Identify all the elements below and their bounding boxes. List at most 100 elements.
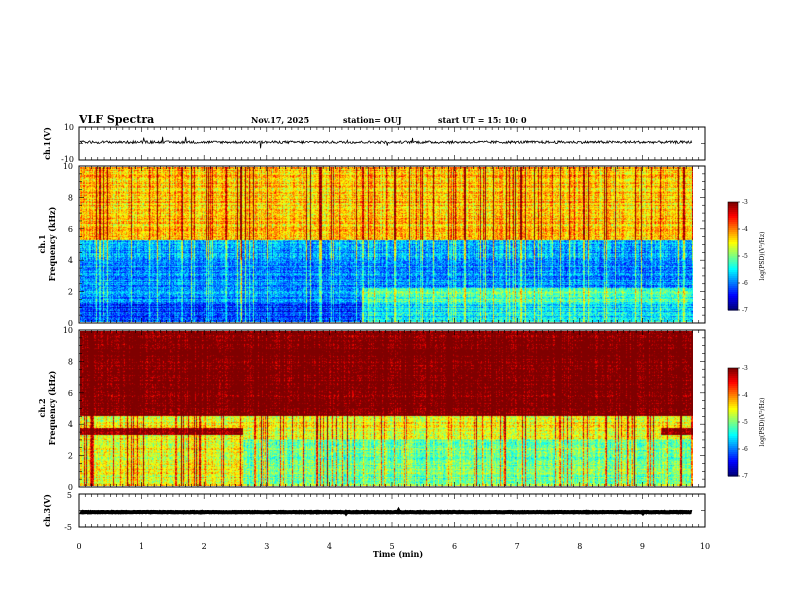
waveform-ch1-ylabel: ch.1(V) [42, 127, 52, 160]
colorbar-swatch [728, 474, 738, 477]
colorbar-swatch [728, 444, 738, 447]
colorbar-swatch [728, 460, 738, 463]
colorbar-swatch [728, 412, 738, 415]
x-tick-label: 0 [76, 542, 81, 551]
colorbar-swatch [728, 232, 738, 235]
colorbar-swatch [728, 222, 738, 225]
y-tick-label: 2 [68, 288, 73, 297]
colorbar-swatch [728, 452, 738, 455]
y-tick-label: 0 [68, 483, 73, 492]
colorbar-swatch [728, 252, 738, 255]
y-tick-label: 0 [68, 319, 73, 328]
colorbar-swatch [728, 308, 738, 311]
colorbar-swatch [728, 266, 738, 269]
colorbar-swatch [728, 302, 738, 305]
y-tick-label: 8 [68, 193, 73, 202]
colorbar-swatch [728, 456, 738, 459]
colorbar-swatch [728, 236, 738, 239]
colorbar-swatch [728, 468, 738, 471]
colorbar-swatch [728, 438, 738, 441]
colorbar-swatch [728, 466, 738, 469]
colorbar-tick-label: -4 [742, 226, 748, 233]
colorbar-swatch [728, 462, 738, 465]
colorbar-swatch [728, 220, 738, 223]
colorbar-swatch [728, 288, 738, 291]
colorbar-swatch [728, 374, 738, 377]
waveform-ch3-ytick-bottom: -5 [64, 523, 72, 532]
colorbar-swatch [728, 304, 738, 307]
colorbar-swatch [728, 202, 738, 205]
y-tick-label: 2 [68, 452, 73, 461]
spectrogram-ch1-ticks [78, 165, 706, 324]
colorbar-swatch [728, 224, 738, 227]
start-time-label: start UT = 15: 10: 0 [438, 115, 527, 125]
colorbar-swatch [728, 458, 738, 461]
spectrogram-ch1-image [80, 167, 693, 322]
colorbar-swatch [728, 404, 738, 407]
colorbar-swatch [728, 394, 738, 397]
colorbar-swatch [728, 432, 738, 435]
colorbar-swatch [728, 282, 738, 285]
colorbar-swatch [728, 234, 738, 237]
y-tick-label: 10 [63, 326, 73, 335]
colorbar-swatch [728, 214, 738, 217]
x-axis-label: Time (min) [373, 549, 423, 559]
x-tick-label: 5 [389, 542, 394, 551]
colorbar-swatch [728, 446, 738, 449]
colorbar-swatch [728, 240, 738, 243]
colorbar-tick-label: -5 [742, 253, 748, 260]
colorbar-swatch [728, 276, 738, 279]
colorbar-swatch [728, 264, 738, 267]
waveform-ch3-trace [79, 506, 693, 517]
colorbar-swatch [728, 300, 738, 303]
colorbar-swatch [728, 216, 738, 219]
spectrogram-ch2-ytick-labels: 0 2 4 6 8 10 [63, 326, 73, 492]
colorbar-tick-label: -4 [742, 392, 748, 399]
colorbar-swatch [728, 246, 738, 249]
colorbar-swatch [728, 226, 738, 229]
colorbar-swatch [728, 218, 738, 221]
colorbar-tick-label: -6 [742, 280, 748, 287]
colorbar-swatch [728, 278, 738, 281]
colorbar-swatch [728, 420, 738, 423]
colorbar-swatch [728, 426, 738, 429]
x-tick-label: 4 [327, 542, 332, 551]
colorbar-swatch [728, 388, 738, 391]
colorbar-swatch [728, 416, 738, 419]
colorbar-swatch [728, 270, 738, 273]
waveform-ch1-ytick-bottom: -10 [61, 155, 74, 164]
colorbar-swatch [728, 238, 738, 241]
colorbar-swatch [728, 228, 738, 231]
colorbar-tick-label: -7 [742, 473, 748, 480]
colorbar-swatch [728, 400, 738, 403]
spectrogram-ch1-channel-label: ch.1 [37, 234, 47, 253]
colorbar-swatch [728, 256, 738, 259]
colorbar-tick-label: -5 [742, 419, 748, 426]
figure-title: VLF Spectra [78, 113, 154, 126]
colorbar-swatch [728, 434, 738, 437]
colorbar-swatch [728, 384, 738, 387]
spectrogram-ch2-image [80, 331, 693, 486]
y-tick-label: 6 [68, 389, 73, 398]
colorbar-swatch [728, 306, 738, 309]
colorbar-swatch [728, 244, 738, 247]
colorbar-swatch [728, 464, 738, 467]
y-tick-label: 4 [68, 420, 73, 429]
colorbar-swatch [728, 296, 738, 299]
colorbar-swatch [728, 414, 738, 417]
colorbar-swatch [728, 272, 738, 275]
colorbar-swatch [728, 242, 738, 245]
colorbar-tick-label: -3 [742, 199, 748, 206]
colorbar-swatch [728, 390, 738, 393]
spectrogram-ch2-ylabel: Frequency (kHz) [47, 370, 57, 445]
colorbar-swatch [728, 286, 738, 289]
colorbar-swatch [728, 204, 738, 207]
colorbar-swatch [728, 280, 738, 283]
colorbar-swatch [728, 376, 738, 379]
colorbar-swatch [728, 210, 738, 213]
station-label: station= OUJ [343, 115, 402, 125]
colorbar-swatch [728, 230, 738, 233]
